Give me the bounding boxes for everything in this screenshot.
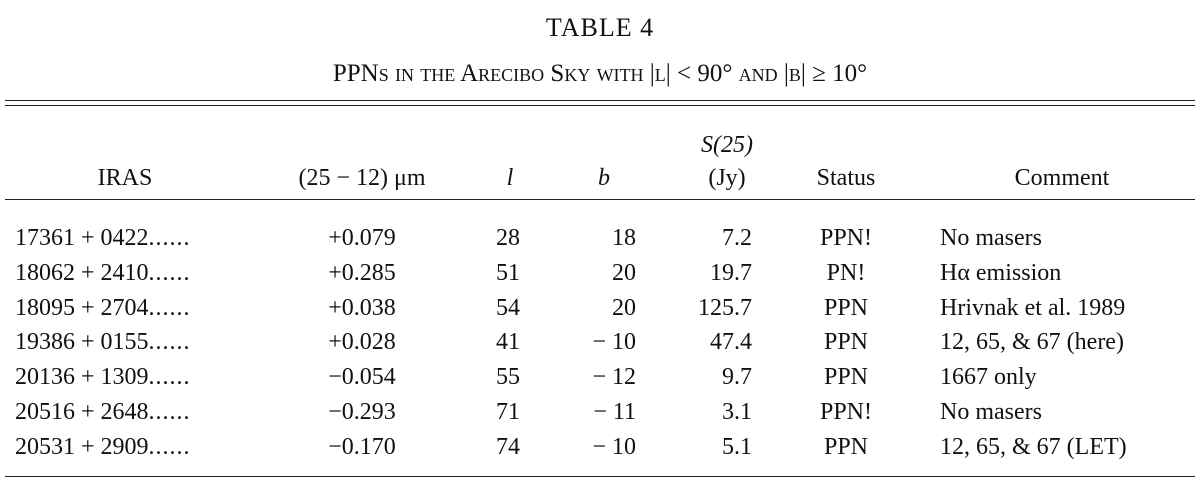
table-cell: 41 xyxy=(496,329,520,356)
table-cell: 28 xyxy=(496,225,520,251)
table-cell: −0.054 xyxy=(328,364,396,391)
table-cell: 9.7 xyxy=(722,364,752,391)
table-cell: No masers xyxy=(940,225,1042,251)
table-cell: PPN xyxy=(823,364,869,391)
table-cell: 125.7 xyxy=(698,294,752,321)
table-cell: 47.4 xyxy=(710,329,752,356)
table-cell: − 10 xyxy=(592,329,636,356)
table-cell: PN! xyxy=(826,259,866,286)
table-cell: 19.7 xyxy=(710,259,752,286)
column-header: (25 − 12) μm xyxy=(298,165,426,191)
iras-id: 17361 + 0422 xyxy=(15,224,191,252)
table-subtitle: PPNs in the Arecibo Sky with |l| < 90° a… xyxy=(332,60,868,87)
table-cell: PPN! xyxy=(819,399,873,425)
iras-id: 20136 + 1309 xyxy=(15,363,191,391)
iras-id: 18095 + 2704 xyxy=(15,294,191,322)
table-cell: PPN xyxy=(823,329,869,356)
table-cell: − 11 xyxy=(593,399,636,425)
header-rule xyxy=(5,199,1195,200)
top-rule xyxy=(5,100,1195,101)
table-cell: 18 xyxy=(612,225,636,251)
table-cell: 20 xyxy=(612,294,636,321)
bottom-rule xyxy=(5,476,1195,477)
table-cell: PPN! xyxy=(819,225,873,251)
table-cell: No masers xyxy=(940,399,1042,425)
table-cell: 51 xyxy=(496,259,520,286)
table-title: TABLE 4 xyxy=(545,13,655,42)
table-cell: −0.170 xyxy=(328,433,396,460)
table-cell: 3.1 xyxy=(722,399,752,425)
column-header: Comment xyxy=(1014,165,1110,191)
table-cell: −0.293 xyxy=(328,399,396,425)
table-cell: PPN xyxy=(823,433,869,460)
table-cell: +0.285 xyxy=(328,259,396,286)
table-cell: − 10 xyxy=(592,433,636,460)
table-cell: +0.079 xyxy=(328,225,396,251)
table-cell: PPN xyxy=(823,294,869,321)
table-cell: Hrivnak et al. 1989 xyxy=(940,294,1126,321)
table-cell: 12, 65, & 67 (LET) xyxy=(940,433,1127,460)
table-cell: 54 xyxy=(496,294,520,321)
column-header: b xyxy=(598,165,610,191)
column-header: Status xyxy=(816,165,876,191)
table-cell: 74 xyxy=(496,433,520,460)
column-header: (Jy) xyxy=(708,165,746,191)
iras-id: 20516 + 2648 xyxy=(15,398,191,426)
table-cell: Hα emission xyxy=(940,259,1062,286)
table-cell: 1667 only xyxy=(940,364,1037,391)
table-cell: +0.038 xyxy=(328,294,396,321)
table-cell: 20 xyxy=(612,259,636,286)
table-cell: +0.028 xyxy=(328,329,396,356)
column-header: l xyxy=(506,165,514,191)
iras-id: 18062 + 2410 xyxy=(15,259,191,287)
column-header: S(25) xyxy=(701,132,753,158)
iras-id: 20531 + 2909 xyxy=(15,433,191,461)
table-cell: 55 xyxy=(496,364,520,391)
table-cell: 12, 65, & 67 (here) xyxy=(940,329,1124,356)
table-cell: 71 xyxy=(496,399,520,425)
table-cell: 5.1 xyxy=(722,433,752,460)
column-header: IRAS xyxy=(97,165,153,191)
iras-id: 19386 + 0155 xyxy=(15,328,191,356)
top-rule xyxy=(5,105,1195,106)
table-cell: − 12 xyxy=(592,364,636,391)
table-cell: 7.2 xyxy=(722,225,752,251)
